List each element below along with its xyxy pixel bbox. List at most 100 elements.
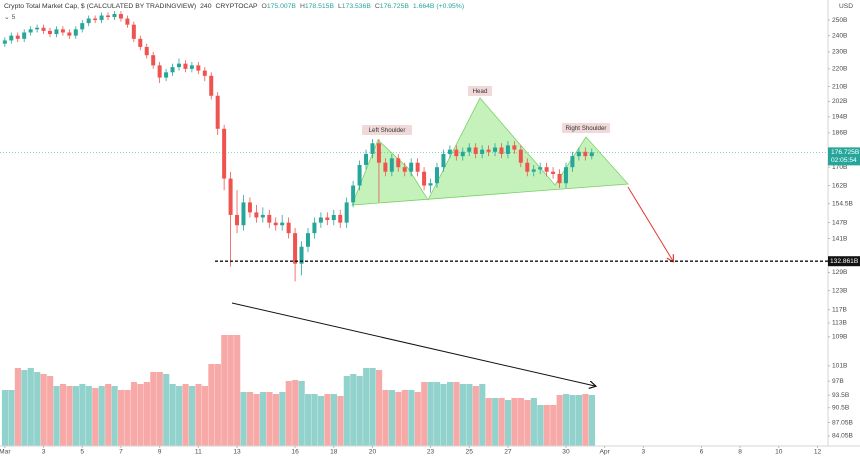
collapse-toggle[interactable]: ⌄ 5: [4, 14, 16, 21]
volume-bar: [150, 372, 157, 446]
candle-body: [447, 149, 452, 154]
candle-body: [441, 153, 446, 168]
volume-bar: [582, 394, 589, 446]
volume-bar: [479, 384, 486, 446]
volume-bar: [234, 335, 241, 446]
ohlc-key: L: [337, 3, 342, 10]
candle-body: [80, 23, 85, 30]
y-tick-label: 240B: [832, 32, 848, 39]
volume-bar: [440, 384, 447, 446]
candle-body: [9, 35, 14, 41]
support-label: 132.861B: [830, 258, 859, 265]
candle-body: [525, 162, 530, 172]
volume-bar: [505, 400, 512, 446]
candle-body: [196, 65, 201, 71]
candle-body: [370, 143, 375, 154]
y-tick-label: 84.05B: [832, 433, 854, 440]
candle-body: [538, 167, 543, 170]
y-tick-label: 109B: [832, 333, 848, 340]
candle-body: [505, 145, 510, 154]
y-tick-label: 147B: [832, 219, 848, 226]
volume-bar: [543, 405, 550, 446]
volume-bar: [376, 370, 383, 446]
ohlc-high: H178.515B: [300, 3, 334, 10]
volume-bar: [176, 386, 183, 446]
volume-bar: [266, 392, 273, 446]
candle-body: [557, 173, 562, 184]
ohlc-value: 178.515B: [304, 3, 334, 10]
volume-bar: [118, 390, 125, 446]
volume-bar: [259, 392, 267, 446]
candle-body: [138, 38, 143, 47]
volume-bar: [401, 390, 408, 446]
candle-body: [54, 29, 59, 35]
x-tick-label: 11: [195, 448, 202, 455]
volume-bar: [66, 386, 73, 446]
volume-bar: [47, 376, 54, 446]
volume-bar: [511, 398, 518, 446]
ohlc-value: 175.007B: [266, 3, 296, 10]
candle-body: [202, 70, 207, 76]
x-tick-label: 5: [80, 448, 84, 455]
y-tick-label: 202B: [832, 98, 848, 105]
volume-bar: [556, 395, 563, 446]
candle-body: [215, 95, 220, 129]
candle-body: [22, 32, 27, 39]
y-tick-label: 154.5B: [832, 200, 854, 207]
candle-body: [15, 35, 20, 39]
candle-body: [389, 158, 394, 172]
candle-body: [351, 185, 356, 203]
volume-bar: [201, 386, 209, 446]
volume-bar: [550, 405, 557, 446]
x-tick-label: 25: [466, 448, 474, 455]
volume-bar: [453, 382, 460, 446]
volume-bar: [105, 384, 112, 446]
candle-body: [473, 147, 478, 154]
countdown: 02:05:54: [831, 157, 857, 164]
y-tick-label: 123B: [832, 287, 848, 294]
x-tick-label: 8: [738, 448, 742, 455]
ohlc-close: C176.725B: [375, 3, 409, 10]
candle-body: [41, 27, 46, 31]
candle-body: [293, 233, 298, 264]
candle-body: [2, 40, 7, 44]
annotation: Right Shoulder: [566, 125, 607, 132]
candle-body: [422, 171, 427, 186]
volume-bar: [563, 394, 570, 446]
candle-body: [551, 171, 556, 174]
volume-bar: [240, 392, 247, 446]
candle-body: [209, 75, 214, 96]
volume-bar: [350, 374, 357, 446]
volume-bar: [446, 382, 454, 446]
volume-bar: [395, 392, 402, 446]
y-tick-label: 113B: [832, 320, 848, 327]
y-tick-label: 250B: [832, 17, 848, 24]
volume-bar: [214, 364, 221, 446]
volume-bar: [569, 395, 576, 446]
volume-bar: [182, 384, 189, 446]
volume-bar: [247, 392, 254, 446]
y-tick-label: 220B: [832, 66, 848, 73]
volume-bar: [272, 394, 279, 446]
candle-body: [228, 178, 233, 215]
interval[interactable]: 240: [200, 3, 212, 10]
volume-bar: [156, 372, 163, 446]
current-price-label: 176.725B: [831, 149, 860, 156]
y-tick-label: 101B: [832, 363, 848, 370]
volume-bar: [137, 384, 144, 446]
current-price-tag: [828, 147, 860, 166]
x-tick-label: 3: [642, 448, 646, 455]
source: CRYPTOCAP: [215, 3, 258, 10]
candle-body: [131, 24, 136, 39]
ohlc-low: L173.536B: [338, 3, 371, 10]
x-tick-label: 3: [42, 448, 46, 455]
candle-body: [434, 167, 439, 184]
volume-bar: [92, 388, 99, 446]
volume-bar: [59, 384, 67, 446]
candle-body: [402, 167, 407, 172]
volume-bar: [524, 400, 531, 446]
support-tag: [828, 256, 860, 267]
candle-body: [467, 147, 472, 152]
volume-bar: [21, 370, 28, 446]
candle-body: [563, 167, 568, 184]
